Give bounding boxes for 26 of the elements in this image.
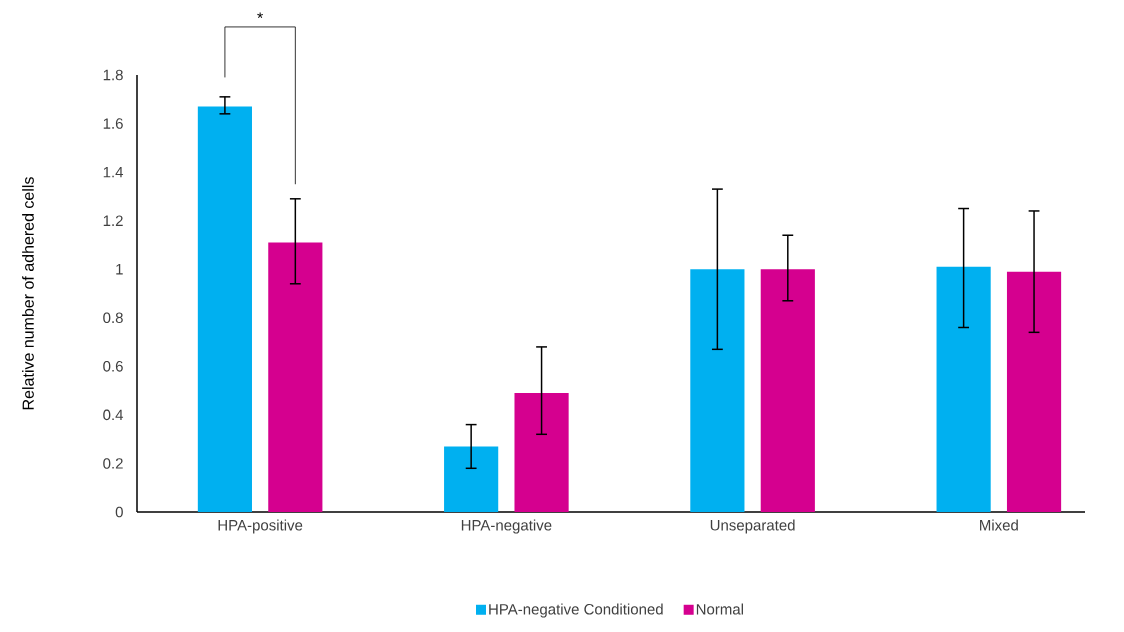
y-tick-label: 0	[115, 506, 123, 518]
text: *	[257, 12, 263, 19]
y-tick-label: 1	[116, 264, 123, 275]
bar	[690, 269, 745, 512]
bar	[760, 269, 815, 512]
y-axis-title: Relative number of adhered cells	[22, 177, 34, 410]
legend-label: Normal	[696, 603, 743, 615]
bar	[514, 393, 569, 512]
x-tick-label: HPA-positive	[218, 519, 303, 534]
bar	[444, 446, 499, 512]
x-tick-label: Unseparated	[710, 519, 795, 534]
y-tick-label: 0.8	[103, 312, 123, 324]
y-tick-label: 1.4	[103, 166, 124, 178]
y-tick-label: 0.2	[103, 458, 123, 469]
y-tick-label: 1.8	[103, 69, 123, 81]
x-tick-label: Mixed	[980, 519, 1018, 531]
x-tick-label: HPA-negative	[461, 519, 552, 534]
bar	[268, 242, 323, 512]
y-tick-label: 0.6	[103, 361, 123, 372]
bar	[197, 106, 252, 512]
y-tick-label: 0.4	[103, 409, 124, 421]
y-tick-label: 1.2	[103, 215, 123, 226]
bar	[1006, 271, 1062, 512]
y-tick-label: 1.6	[103, 118, 123, 129]
bar	[936, 266, 991, 512]
legend-label: HPA-negative Conditioned	[489, 603, 663, 618]
